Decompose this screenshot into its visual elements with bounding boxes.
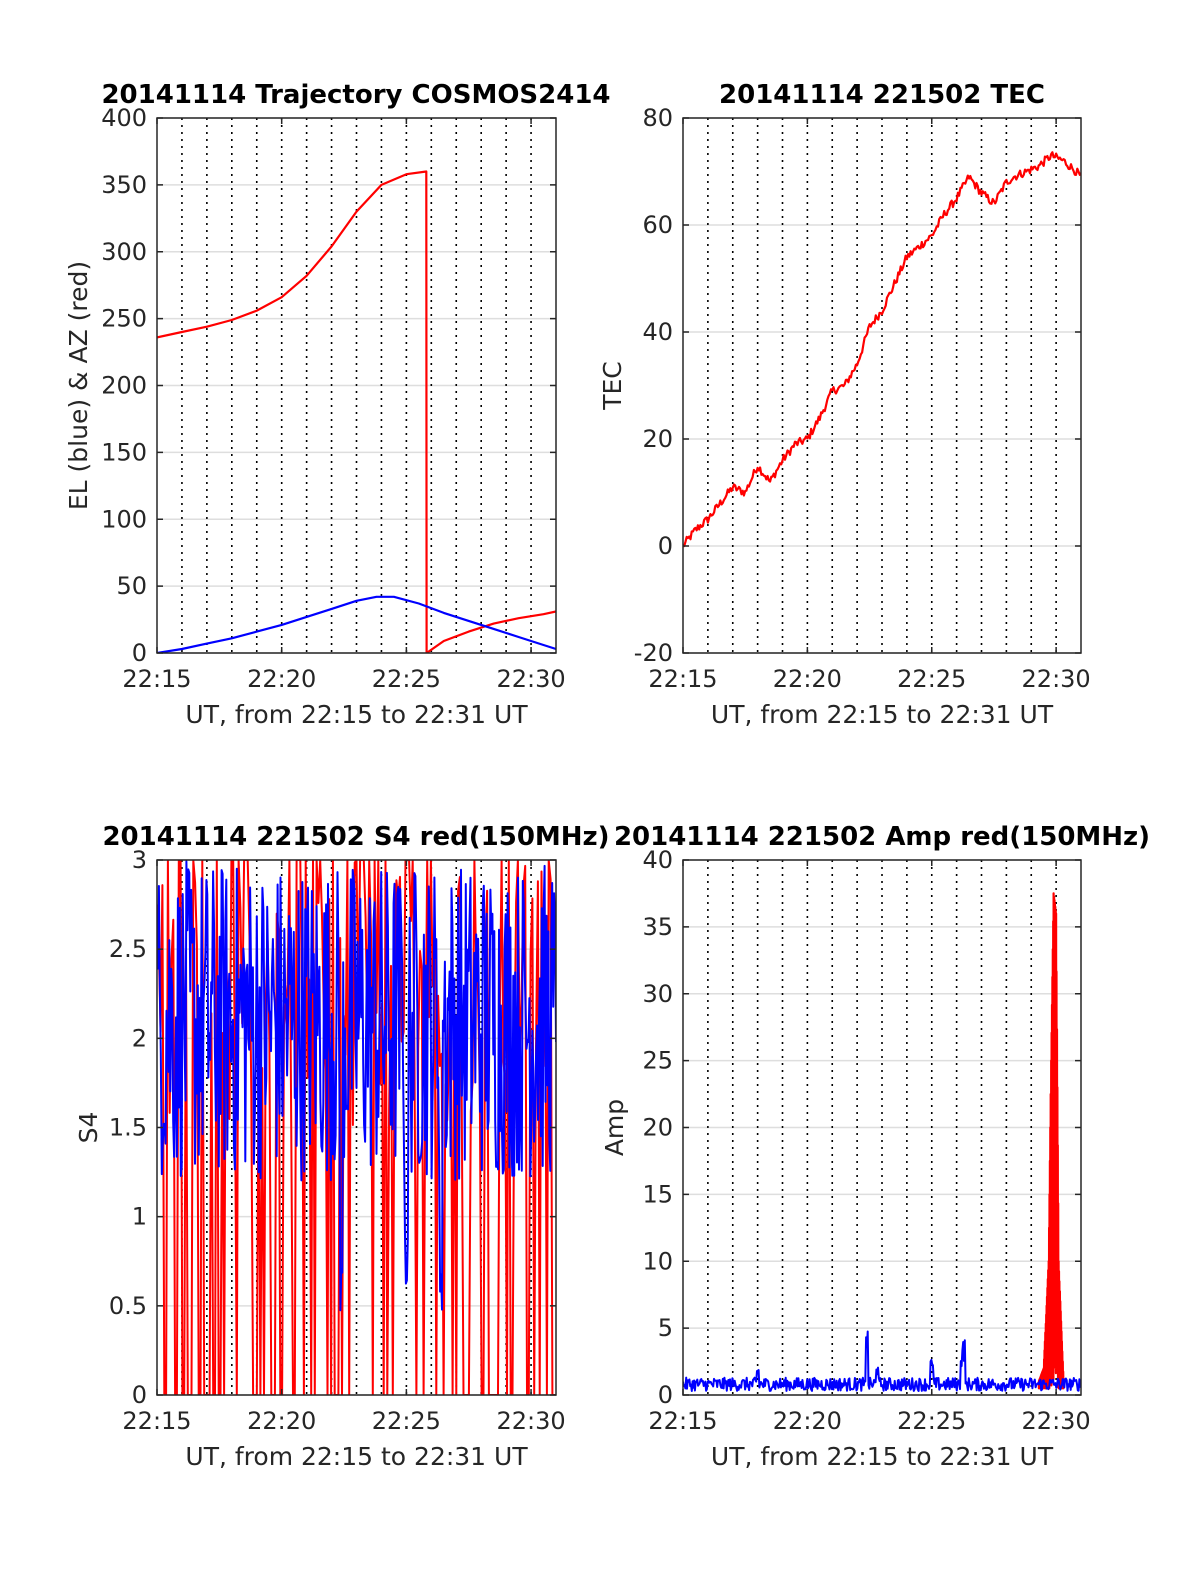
y-tick-label: 1 — [132, 1203, 147, 1231]
x-axis-label: UT, from 22:15 to 22:31 UT — [185, 700, 528, 729]
y-tick-label: 150 — [101, 438, 147, 466]
y-tick-label: 250 — [101, 305, 147, 333]
series-group — [683, 892, 1081, 1392]
series-s4-red — [157, 860, 556, 1395]
x-tick-label: 22:30 — [496, 1407, 565, 1435]
series-el — [157, 595, 556, 653]
chart-panel-4: 22:15 22:20 22:25 22:30 0 5 10 15 20 25 30 35 402014… — [600, 822, 1150, 1471]
series-amp-red — [1037, 892, 1065, 1390]
x-tick-label: 22:25 — [897, 665, 966, 693]
y-tick-label: 30 — [642, 980, 673, 1008]
x-tick-label: 22:25 — [372, 1407, 441, 1435]
x-tick-label: 22:15 — [648, 665, 717, 693]
x-tick-label: 22:15 — [648, 1407, 717, 1435]
x-tick-label: 22:20 — [247, 665, 316, 693]
y-tick-label: 300 — [101, 238, 147, 266]
x-tick-label: 22:15 — [122, 1407, 191, 1435]
x-tick-label: 22:25 — [372, 665, 441, 693]
x-axis-label: UT, from 22:15 to 22:31 UT — [185, 1442, 528, 1471]
y-tick-label: 25 — [642, 1047, 673, 1075]
y-tick-label: 400 — [101, 104, 147, 132]
chart-panel-1: 22:15 22:20 22:25 22:30 0 50 100 150 200 250 300 35… — [64, 80, 611, 729]
y-tick-label: 15 — [642, 1180, 673, 1208]
y-tick-label: 20 — [642, 425, 673, 453]
y-tick-label: 0.5 — [109, 1292, 147, 1320]
x-tick-label: 22:25 — [897, 1407, 966, 1435]
x-tick-label: 22:20 — [247, 1407, 316, 1435]
x-tick-label: 22:15 — [122, 665, 191, 693]
y-tick-label: 40 — [642, 318, 673, 346]
series-az — [157, 170, 556, 653]
y-tick-label: 10 — [642, 1247, 673, 1275]
y-tick-label: 200 — [101, 372, 147, 400]
y-tick-label: 5 — [658, 1314, 673, 1342]
chart-title: 20141114 221502 Amp red(150MHz) — [614, 822, 1150, 852]
y-tick-label: 0 — [658, 1381, 673, 1409]
x-tick-label: 22:20 — [773, 665, 842, 693]
y-axis-label: Amp — [600, 1099, 629, 1156]
x-tick-label: 22:20 — [773, 1407, 842, 1435]
y-tick-label: 50 — [116, 572, 147, 600]
series-tec — [683, 151, 1081, 548]
chart-panel-3: 22:15 22:20 22:25 22:30 0 0.5 1 1.5 2 2.5 32014111… — [74, 822, 610, 1471]
y-tick-label: 1.5 — [109, 1114, 147, 1142]
series-s4-blue — [157, 860, 556, 1312]
series-amp-blue — [683, 1330, 1081, 1392]
y-tick-label: 350 — [101, 171, 147, 199]
y-tick-label: 0 — [132, 1381, 147, 1409]
chart-title: 20141114 Trajectory COSMOS2414 — [101, 80, 610, 110]
y-tick-label: 3 — [132, 846, 147, 874]
y-tick-label: 0 — [658, 532, 673, 560]
chart-title: 20141114 221502 S4 red(150MHz) — [102, 822, 609, 852]
y-tick-label: 80 — [642, 104, 673, 132]
series-group — [683, 151, 1081, 548]
x-axis-label: UT, from 22:15 to 22:31 UT — [711, 1442, 1054, 1471]
y-axis-label: S4 — [74, 1112, 103, 1144]
y-axis-label: TEC — [598, 361, 627, 411]
y-tick-label: 35 — [642, 913, 673, 941]
y-tick-label: 40 — [642, 846, 673, 874]
y-tick-label: 100 — [101, 505, 147, 533]
y-tick-label: 20 — [642, 1114, 673, 1142]
y-tick-label: 2 — [132, 1024, 147, 1052]
x-tick-label: 22:30 — [1022, 665, 1091, 693]
axes-box — [682, 117, 1082, 654]
y-tick-label: 60 — [642, 211, 673, 239]
y-tick-label: 0 — [132, 639, 147, 667]
x-axis-label: UT, from 22:15 to 22:31 UT — [711, 700, 1054, 729]
chart-title: 20141114 221502 TEC — [719, 80, 1045, 110]
series-group — [157, 860, 556, 1395]
x-tick-label: 22:30 — [1022, 1407, 1091, 1435]
y-axis-label: EL (blue) & AZ (red) — [64, 261, 93, 510]
x-tick-label: 22:30 — [496, 665, 565, 693]
series-group — [157, 170, 556, 653]
y-tick-label: 2.5 — [109, 935, 147, 963]
chart-panel-2: 22:15 22:20 22:25 22:30 -20 0 20 40 60 80 20141114… — [598, 80, 1091, 729]
y-tick-label: -20 — [634, 639, 673, 667]
